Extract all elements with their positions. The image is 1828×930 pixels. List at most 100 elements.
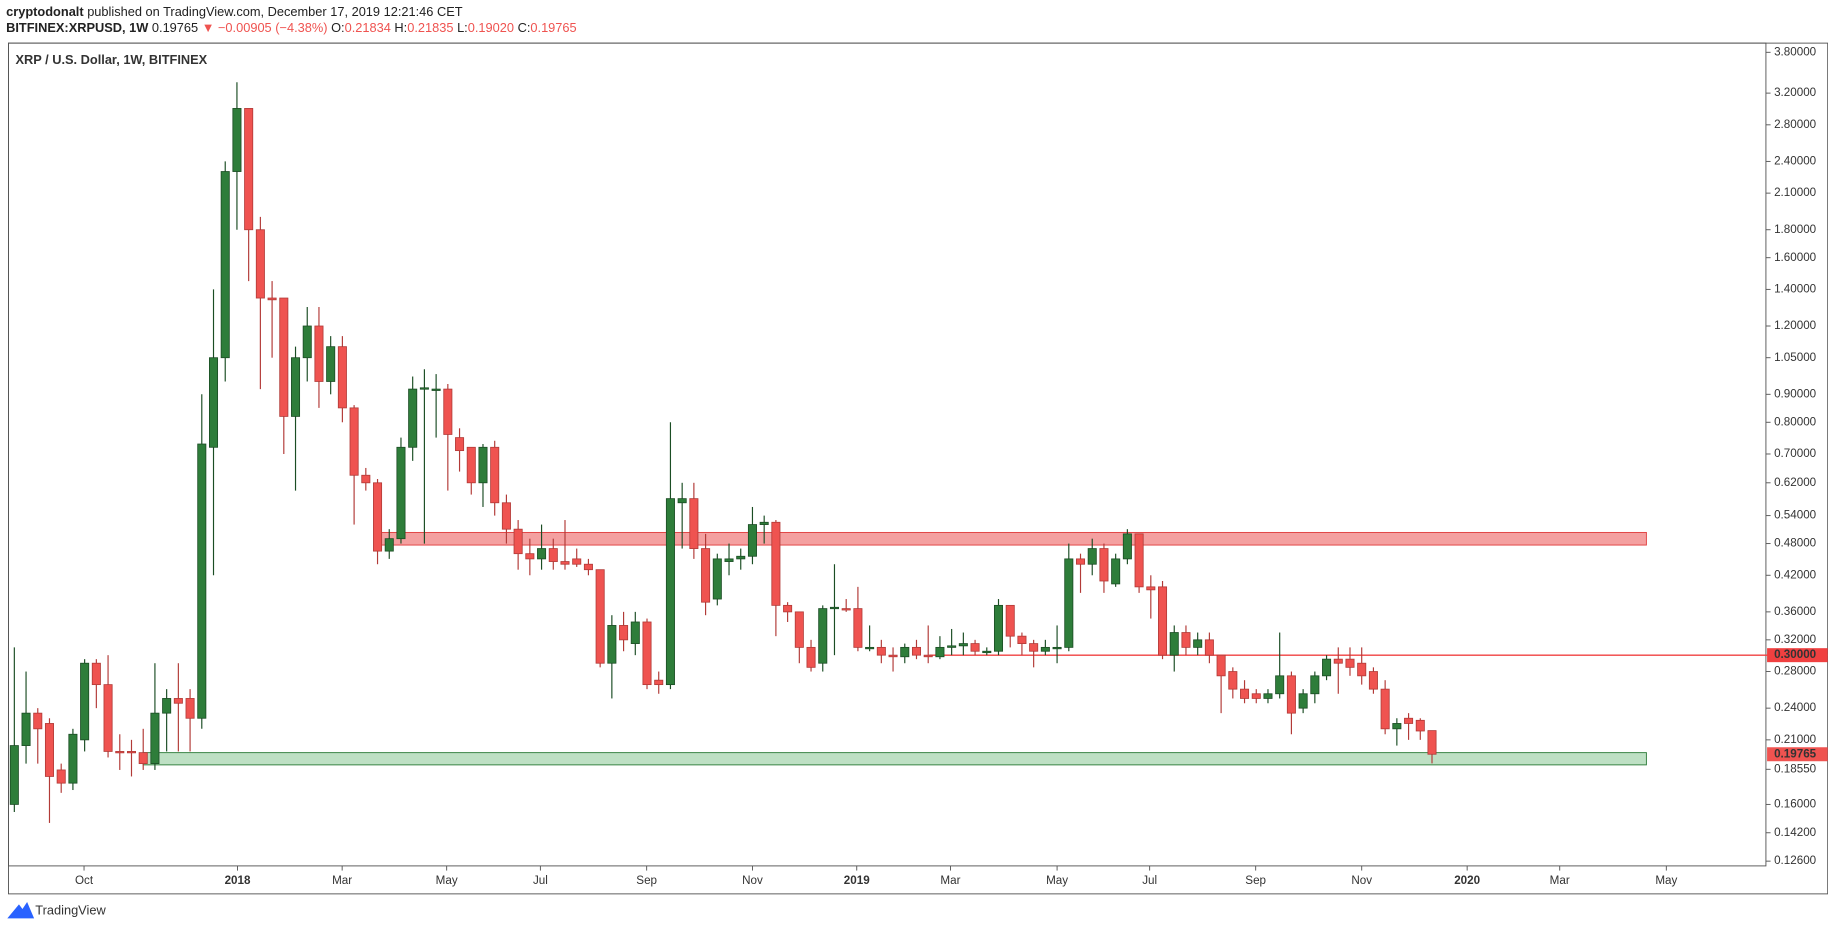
- candle-body: [689, 498, 699, 549]
- candle-body: [888, 654, 898, 658]
- candle-body: [1368, 671, 1378, 690]
- candle-body: [537, 548, 547, 560]
- candle-body: [1158, 586, 1168, 656]
- y-tick-label: 0.14200: [1774, 826, 1817, 839]
- candle-body: [126, 751, 137, 754]
- candle-body: [923, 654, 933, 658]
- candle-body: [466, 446, 476, 484]
- y-tick-label: 0.62000: [1774, 476, 1817, 489]
- candle-body: [21, 712, 31, 746]
- x-tick-label: Sep: [636, 874, 657, 887]
- candle-body: [865, 646, 875, 650]
- candle-body: [1251, 693, 1261, 699]
- candle-body: [1298, 693, 1308, 709]
- y-tick-label: 1.20000: [1774, 319, 1817, 332]
- candle-body: [1146, 586, 1156, 591]
- brand: TradingView: [35, 903, 106, 918]
- candle-body: [982, 650, 992, 654]
- chart-title: XRP / U.S. Dollar, 1W, BITFINEX: [15, 52, 207, 67]
- x-tick-label: 2020: [1454, 874, 1480, 887]
- y-tick-label: 0.28000: [1774, 665, 1817, 678]
- candle-body: [279, 297, 289, 417]
- x-tick-label: May: [1046, 874, 1068, 887]
- last: 0.19765: [152, 21, 198, 36]
- ohlc-key: L:: [457, 21, 468, 36]
- candle-body: [1415, 719, 1425, 732]
- y-tick-label: 1.05000: [1774, 351, 1817, 364]
- candle-body: [162, 698, 172, 714]
- candle-body: [373, 482, 383, 552]
- published: published on TradingView.com, December 1…: [87, 4, 463, 19]
- candle-body: [80, 662, 90, 741]
- candle-body: [455, 437, 465, 452]
- candle-body: [1310, 675, 1320, 695]
- candle-body: [1099, 548, 1109, 582]
- y-tick-label: 2.40000: [1774, 155, 1817, 168]
- header-line-2: BITFINEX:XRPUSD, 1W 0.19765 ▼ −0.00905 (…: [6, 21, 577, 36]
- y-tick-label: 0.32000: [1774, 633, 1817, 646]
- candle-body: [33, 712, 43, 730]
- author: cryptodonalt: [6, 4, 84, 19]
- candle-body: [595, 569, 605, 664]
- candle-body: [1029, 643, 1039, 652]
- candle-body: [607, 625, 617, 664]
- candle-body: [1040, 646, 1050, 652]
- candle-body: [267, 297, 277, 301]
- candle-body: [349, 407, 359, 476]
- candle-body: [900, 646, 910, 658]
- y-tick-label: 0.36000: [1774, 605, 1817, 618]
- y-tick-label: 1.40000: [1774, 282, 1817, 295]
- candle-body: [1216, 654, 1226, 677]
- candle-body: [1064, 558, 1074, 648]
- x-tick-label: Nov: [742, 874, 763, 887]
- candle-body: [1263, 693, 1273, 699]
- last-price-box: [1767, 747, 1828, 762]
- logo-icon: [7, 902, 35, 919]
- y-tick-label: 2.10000: [1774, 186, 1817, 199]
- candle-body: [630, 621, 640, 644]
- x-tick-label: Jul: [533, 874, 548, 887]
- header-line-1: cryptodonalt published on TradingView.co…: [6, 4, 463, 19]
- candle-body: [548, 548, 558, 562]
- candle-body: [876, 646, 886, 656]
- candle-body: [712, 558, 722, 600]
- brand-logo: TradingView: [7, 902, 106, 919]
- candle-body: [361, 474, 371, 484]
- candle-body: [583, 563, 593, 571]
- candle-body: [1427, 730, 1437, 755]
- candle-body: [1286, 675, 1296, 714]
- ohlc-value: 0.19765: [530, 21, 576, 36]
- candle-body: [150, 712, 160, 765]
- candle-body: [619, 625, 629, 641]
- candle-body: [783, 604, 793, 613]
- y-tick-label: 0.70000: [1774, 447, 1817, 460]
- candle-body: [654, 679, 664, 686]
- candle-body: [443, 388, 453, 435]
- candle-body: [138, 752, 148, 765]
- candle-body: [419, 387, 429, 390]
- candle-body: [1017, 635, 1027, 644]
- candle-body: [1275, 675, 1285, 695]
- candle-body: [396, 446, 406, 540]
- candle-body: [513, 528, 523, 555]
- candle-body: [1052, 646, 1062, 650]
- symbol: BITFINEX:XRPUSD, 1W: [6, 21, 149, 36]
- candle-body: [197, 443, 207, 719]
- candle-body: [1134, 533, 1144, 588]
- candle-body: [185, 698, 195, 719]
- candle-body: [91, 662, 101, 686]
- candle-body: [490, 446, 500, 504]
- y-tick-label: 0.54000: [1774, 509, 1817, 522]
- y-tick-label: 0.42000: [1774, 568, 1817, 581]
- candle-body: [173, 698, 183, 704]
- candle-body: [1345, 658, 1355, 668]
- candle-body: [818, 608, 828, 664]
- last-price-label: 0.19765: [1774, 747, 1817, 760]
- ohlc-key: C:: [518, 21, 531, 36]
- candle-body: [408, 388, 418, 448]
- candle-body: [1392, 723, 1402, 730]
- candle-body: [1357, 662, 1367, 677]
- candle-body: [572, 558, 582, 565]
- candle-body: [1076, 558, 1086, 565]
